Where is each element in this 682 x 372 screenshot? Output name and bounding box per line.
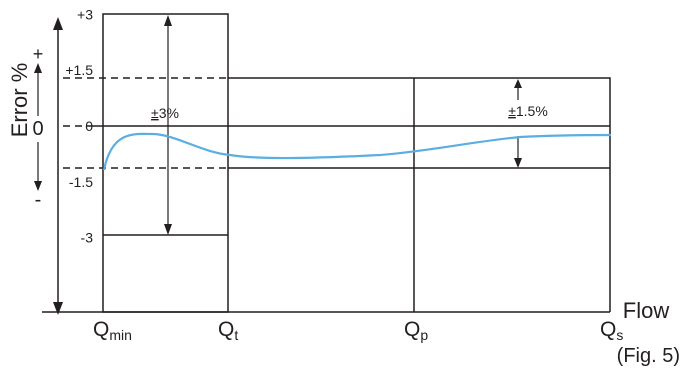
limit-frames [42,13,611,313]
x-label-qp: Qp [404,318,428,343]
y-tick-label: +3 [77,6,93,22]
y-axis-title: Error % [7,63,32,138]
up-arrow-icon [34,63,42,116]
high-flow-limit-label: ±1.5% [508,103,548,119]
figure-label: (Fig. 5) [617,345,680,367]
y-tick-label: +1.5 [65,62,93,78]
x-axis-title: Flow [623,298,670,323]
low-flow-tolerance-arrow [164,15,172,235]
minus-sign: - [35,189,42,211]
x-axis-labels: Qmin Qt Qp Qs [93,318,623,343]
dashed-limit-lines [63,77,228,169]
y-tick-label: -1.5 [69,174,93,190]
y-tick-label: -3 [81,230,94,246]
high-flow-tolerance-arrow-upper [514,79,522,100]
high-flow-tolerance-arrow-lower [514,136,522,168]
y-axis-double-arrow [53,17,63,315]
x-label-qmin: Qmin [93,318,132,343]
y-zero-label: 0 [32,118,43,140]
y-tick-labels: +3+1.50-1.5-3 [65,6,93,245]
error-curve [102,132,612,171]
low-flow-limit-label: ±3% [151,105,179,121]
down-arrow-icon [34,142,42,191]
plus-sign: + [33,44,44,64]
x-label-qt: Qt [218,318,238,343]
plus-minus-icon: ± [508,103,516,119]
plus-minus-icon: ± [151,105,159,121]
x-label-qs: Qs [600,318,623,343]
